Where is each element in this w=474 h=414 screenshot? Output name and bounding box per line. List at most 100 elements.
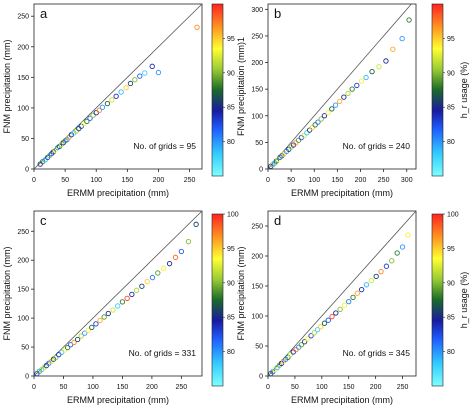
data-point xyxy=(109,97,115,103)
y-tick-label: 50 xyxy=(255,344,263,351)
data-points xyxy=(268,232,411,377)
x-tick-label: 250 xyxy=(397,384,409,391)
data-point xyxy=(314,327,321,333)
data-point xyxy=(97,317,103,324)
colorbar-tick-label: 80 xyxy=(447,139,455,146)
x-tick-label: 250 xyxy=(378,177,390,184)
x-tick-label: 250 xyxy=(176,384,188,391)
data-point xyxy=(350,294,356,301)
data-point xyxy=(376,64,382,70)
data-point xyxy=(89,324,95,331)
data-point xyxy=(345,90,351,97)
data-point xyxy=(301,339,308,345)
data-point xyxy=(74,336,81,343)
data-point xyxy=(358,78,365,84)
data-point xyxy=(96,107,102,113)
x-tick-label: 100 xyxy=(87,384,99,391)
data-point xyxy=(132,77,138,83)
data-point xyxy=(104,100,111,107)
y-tick-label: 200 xyxy=(17,258,29,265)
data-point xyxy=(84,118,90,124)
y-tick-label: 100 xyxy=(251,314,263,321)
data-point xyxy=(193,221,199,227)
grid-count-annotation: No. of grids = 95 xyxy=(133,141,196,151)
data-point xyxy=(368,277,374,284)
data-point xyxy=(149,274,156,281)
colorbar-tick-label: 95 xyxy=(227,36,235,43)
colorbar-tick-label: 90 xyxy=(447,280,455,287)
colorbar: 80 85 90 95 xyxy=(211,3,235,177)
data-point xyxy=(285,354,291,361)
data-point xyxy=(304,130,310,136)
data-point xyxy=(293,140,299,146)
colorbar-tick-label: 100 xyxy=(447,212,459,219)
data-point xyxy=(144,278,150,285)
data-point xyxy=(142,70,148,76)
data-point xyxy=(318,116,324,122)
colorbar-tick-label: 90 xyxy=(447,70,455,77)
data-point xyxy=(99,104,106,110)
x-axis-title: ERMM precipitation (mm) xyxy=(291,395,393,405)
data-points xyxy=(268,17,412,169)
x-tick-label: 150 xyxy=(332,177,344,184)
panel-a: a 0 50 100 150 200 250 0 50 100 150 200 250 ERMM prec… xyxy=(2,3,235,198)
data-point xyxy=(82,330,88,336)
data-point xyxy=(133,287,140,293)
x-tick-label: 200 xyxy=(355,177,367,184)
y-tick-label: 0 xyxy=(259,167,263,174)
x-tick-label: 100 xyxy=(90,177,102,184)
colorbar-gradient xyxy=(431,213,444,387)
colorbar-gradient xyxy=(211,3,224,177)
plot-frame xyxy=(267,210,417,377)
data-point xyxy=(354,290,360,296)
one-to-one-line xyxy=(267,210,417,377)
colorbar-tick-label: 85 xyxy=(447,105,455,112)
data-point xyxy=(305,336,311,342)
y-tick-label: 250 xyxy=(251,33,263,40)
data-point xyxy=(369,68,375,75)
plot-frame xyxy=(33,210,203,377)
data-point xyxy=(325,317,331,323)
x-axis-title: ERMM precipitation (mm) xyxy=(291,188,393,198)
x-tick-label: 150 xyxy=(343,384,355,391)
data-point xyxy=(296,344,302,350)
data-point xyxy=(306,127,313,133)
y-axis-title: FNM precipitation (mm) xyxy=(236,246,246,340)
data-point xyxy=(87,115,93,121)
y-tick-label: 100 xyxy=(17,105,29,112)
x-tick-label: 50 xyxy=(61,177,69,184)
data-point xyxy=(394,250,400,256)
x-tick-label: 50 xyxy=(291,384,299,391)
colorbar-title: h_r usage (%) xyxy=(459,272,469,329)
colorbar-tick-label: 95 xyxy=(447,36,455,43)
data-point xyxy=(349,86,355,92)
colorbar: 80 85 90 95 100 h_r usage (%) xyxy=(431,212,469,387)
y-tick-label: 100 xyxy=(17,316,29,323)
data-point xyxy=(311,330,317,336)
data-point xyxy=(110,307,116,313)
y-tick-label: 100 xyxy=(251,113,263,120)
data-point xyxy=(301,132,307,139)
data-point xyxy=(178,248,185,255)
data-point xyxy=(118,89,124,95)
data-point xyxy=(194,24,200,30)
data-point xyxy=(390,46,396,52)
data-point xyxy=(123,85,129,91)
y-axis-title: FNM precipitation (mm) xyxy=(2,39,12,133)
data-points xyxy=(37,24,200,167)
data-point xyxy=(62,347,68,353)
y-tick-label: 200 xyxy=(251,60,263,67)
panel-b: b 0 50 100 150 200 250 300 0 50 100 150 200 250 300 ERM… xyxy=(236,3,469,198)
data-point xyxy=(341,94,347,100)
data-point xyxy=(137,73,143,79)
data-point xyxy=(363,282,370,288)
data-point xyxy=(399,244,406,250)
data-point xyxy=(155,69,162,76)
data-point xyxy=(115,303,121,309)
grid-count-annotation: No. of grids = 240 xyxy=(343,141,411,151)
data-point xyxy=(67,342,74,348)
data-point xyxy=(139,283,145,289)
one-to-one-line xyxy=(267,3,412,170)
panel-label: b xyxy=(274,6,281,21)
